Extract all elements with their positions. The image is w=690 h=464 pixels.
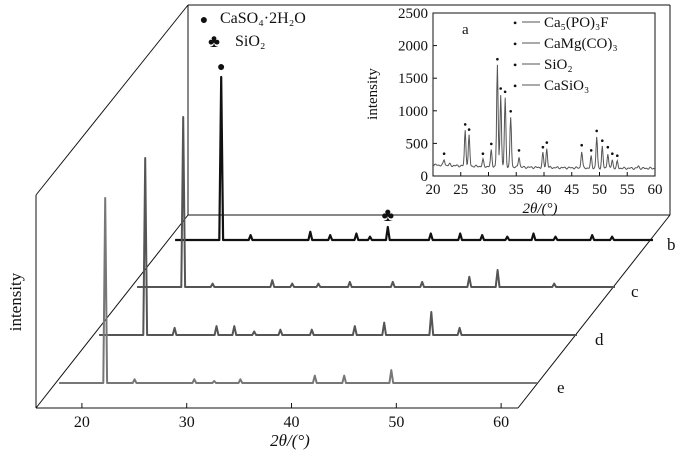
side-bottom-edge — [35, 214, 189, 409]
main-x-axis-label: 2θ/(°) — [270, 431, 310, 450]
inset-x-tick-label: 60 — [648, 182, 663, 198]
series-c: c — [137, 116, 639, 301]
series-b: b — [175, 75, 676, 254]
inset-peak-markers — [442, 57, 619, 157]
main-x-axis: 20 30 40 50 60 — [74, 403, 509, 431]
inset-y-tick-label: 1500 — [398, 71, 428, 87]
inset-peak-marker — [499, 87, 503, 90]
inset-y-tick-label: 1000 — [398, 104, 428, 120]
inset-panel-label: a — [462, 22, 469, 38]
inset-legend-marker-3: • — [513, 79, 517, 93]
legend-label-sio2: SiO₂ — [235, 33, 265, 50]
series-label-e: e — [557, 378, 565, 397]
inset-peak-marker — [580, 143, 583, 147]
series-label-d: d — [595, 330, 604, 349]
series-d: d — [99, 157, 604, 349]
series-c-line — [137, 116, 615, 288]
inset-x-tick-label: 25 — [453, 182, 468, 198]
inset-x-tick-label: 40 — [537, 182, 552, 198]
inset-legend-marker-0: • — [513, 16, 517, 30]
series-e: e — [59, 197, 565, 397]
inset-peak-marker — [517, 149, 521, 152]
main-x-tick-label: 30 — [179, 414, 195, 431]
main-series-group: b c d e ● ♣ — [59, 60, 675, 397]
inset-peak-marker — [541, 145, 545, 149]
series-e-line — [59, 197, 537, 384]
inset-legend-label-0: Ca₅(PO)₃F — [544, 15, 609, 31]
inset-x-tick-label: 50 — [592, 182, 607, 198]
series-label-c: c — [631, 282, 639, 301]
legend-label-caso4: CaSO₄·2H₂O — [220, 10, 306, 27]
floor-right-edge — [517, 214, 671, 409]
inset-peak-marker — [606, 145, 610, 149]
inset-peak-marker — [611, 152, 614, 155]
main-x-tick-label: 50 — [388, 414, 404, 431]
inset-peak-marker — [442, 152, 446, 155]
inset-peak-marker — [509, 110, 512, 113]
inset-legend: • Ca₅(PO)₃F • CaMg(CO)₃ • SiO₂ • CaSiO₃ — [513, 15, 618, 94]
inset-peak-marker — [496, 57, 499, 61]
inset-x-tick-label: 30 — [481, 182, 496, 198]
inset-peak-marker — [601, 139, 604, 142]
main-y-axis-label: intensity — [6, 272, 25, 331]
inset-chart: 20 25 30 35 40 45 50 55 60 0 500 1000 1500 2000 2500 a… — [365, 6, 663, 217]
inset-legend-label-1: CaMg(CO)₃ — [544, 36, 618, 52]
inset-x-tick-label: 35 — [509, 182, 524, 198]
inset-x-tick-label: 20 — [426, 182, 441, 198]
inset-x-tick-label: 45 — [564, 182, 579, 198]
legend-marker-sio2: ♣ — [208, 31, 220, 51]
main-x-tick-label: 20 — [74, 414, 90, 431]
inset-peak-marker — [503, 90, 507, 94]
inset-y-tick-label: 2000 — [398, 39, 428, 55]
series-b-line — [175, 75, 653, 242]
inset-peak-marker — [463, 123, 467, 126]
inset-legend-marker-1: • — [513, 37, 517, 51]
main-x-tick-label: 40 — [284, 414, 300, 431]
inset-y-axis-label: intensity — [365, 68, 381, 120]
inset-peak-marker — [595, 129, 598, 133]
inset-x-axis-label: 2θ/(°) — [522, 201, 557, 217]
inset-plot-area — [432, 12, 656, 177]
inset-y-tick-label: 2500 — [398, 6, 428, 22]
inset-peak-marker — [490, 142, 493, 146]
inset-peak-marker — [545, 141, 549, 144]
inset-legend-label-2: SiO₂ — [544, 57, 573, 73]
legend-marker-caso4: ● — [200, 13, 208, 28]
side-top-edge — [35, 4, 189, 196]
inset-peak-marker — [481, 152, 485, 155]
series-d-line — [99, 157, 577, 336]
inset-peak-marker — [589, 149, 593, 152]
series-label-b: b — [667, 235, 676, 254]
main-legend: ● CaSO₄·2H₂O ♣ SiO₂ — [200, 10, 306, 51]
inset-y-tick-label: 500 — [406, 136, 429, 152]
plot-frame — [35, 4, 671, 409]
inset-x-tick-label: 55 — [620, 182, 635, 198]
inset-axes: 20 25 30 35 40 45 50 55 60 0 500 1000 1500 2000 2500 — [398, 6, 663, 198]
inset-peak-marker — [467, 128, 471, 131]
main-x-tick-label: 60 — [493, 414, 509, 431]
inset-series-line — [433, 64, 655, 170]
inset-legend-marker-2: • — [513, 58, 517, 72]
peak-annotation-marker: ♣ — [382, 205, 394, 226]
inset-peak-marker — [616, 154, 619, 157]
inset-y-tick-label: 0 — [421, 169, 429, 185]
peak-annotation-marker: ● — [217, 60, 225, 75]
inset-legend-label-3: CaSiO₃ — [544, 78, 589, 94]
